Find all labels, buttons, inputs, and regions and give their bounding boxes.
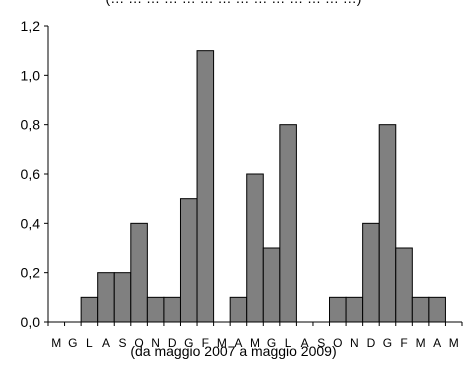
bar-4 xyxy=(113,272,132,323)
x-tick-label: M xyxy=(217,336,227,350)
x-tick-label: O xyxy=(134,336,143,350)
x-tick-label: A xyxy=(301,336,309,350)
x-tick-label: G xyxy=(68,336,77,350)
bar-2 xyxy=(80,296,99,323)
y-tick-label: 0,6 xyxy=(21,166,41,182)
chart-title: (… … … … … … … … … … … … … …) xyxy=(0,0,467,6)
y-axis: 0,0 0,2 0,4 0,6 0,8 1,0 1,2 xyxy=(21,18,49,330)
x-tick-label: A xyxy=(433,336,441,350)
x-tick-label: G xyxy=(184,336,193,350)
bar-20 xyxy=(378,124,397,323)
y-tick-label: 1,2 xyxy=(21,18,41,34)
bar-3 xyxy=(97,272,115,323)
bar-13 xyxy=(262,247,281,323)
x-tick-label: G xyxy=(267,336,276,350)
x-tick-label: D xyxy=(367,336,376,350)
x-tick-label: S xyxy=(119,336,127,350)
x-tick-label: A xyxy=(234,336,242,350)
x-axis-title: (da maggio 2007 a maggio 2009) xyxy=(130,343,337,359)
bar-7 xyxy=(163,296,181,323)
bar-22 xyxy=(411,296,430,323)
bar-18 xyxy=(345,296,364,323)
bar-21 xyxy=(395,247,413,323)
x-tick-label: O xyxy=(333,336,342,350)
x-tick-label: L xyxy=(86,336,93,350)
x-tick-label: F xyxy=(202,336,209,350)
bar-5 xyxy=(130,222,148,323)
x-tick-label: M xyxy=(416,336,426,350)
x-tick-label: D xyxy=(168,336,177,350)
x-tick-label: M xyxy=(51,336,61,350)
x-tick-label: M xyxy=(250,336,260,350)
x-tick-label: A xyxy=(102,336,110,350)
bar-11 xyxy=(229,296,248,323)
x-tick-label: M xyxy=(449,336,459,350)
x-tick-label: G xyxy=(383,336,392,350)
bar-23 xyxy=(428,296,446,323)
bar-19 xyxy=(362,222,380,323)
y-tick-label: 0,8 xyxy=(21,117,41,133)
bars-group xyxy=(80,50,446,323)
y-tick-label: 1,0 xyxy=(21,67,41,83)
x-tick-label: F xyxy=(400,336,407,350)
bar-9 xyxy=(196,50,215,323)
bar-8 xyxy=(179,198,198,323)
y-tick-label: 0,0 xyxy=(21,314,41,330)
y-tick-label: 0,4 xyxy=(21,215,41,231)
bar-17 xyxy=(329,296,347,323)
x-tick-label: N xyxy=(151,336,160,350)
x-tick-label: L xyxy=(285,336,292,350)
x-tick-label: S xyxy=(317,336,325,350)
x-tick-label: N xyxy=(350,336,359,350)
y-tick-label: 0,2 xyxy=(21,265,41,281)
bar-12 xyxy=(246,173,264,323)
bar-14 xyxy=(279,124,297,323)
bar-6 xyxy=(146,296,165,323)
